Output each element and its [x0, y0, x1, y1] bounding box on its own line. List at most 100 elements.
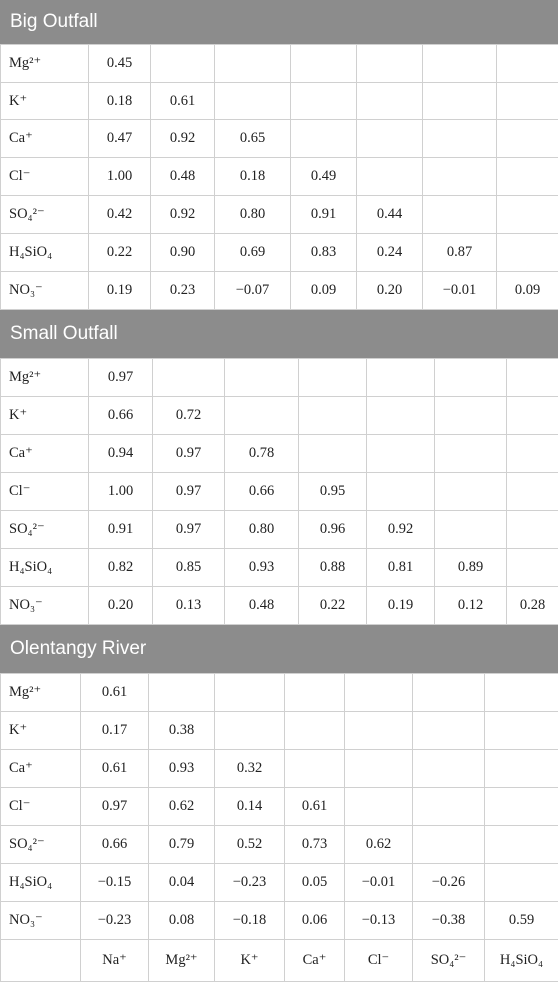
table-row: SO₄²⁻ 0.42 0.92 0.80 0.91 0.44: [0, 195, 558, 234]
table-cell: 0.18: [214, 157, 291, 196]
table-cell: [284, 673, 345, 712]
table-cell: −0.38: [412, 901, 485, 940]
table-olentangy-river: Mg²⁺ 0.61 K⁺ 0.17 0.38 Ca⁺ 0.61 0.93 0.32 Cl⁻ 0.97…: [0, 673, 558, 982]
column-header: K⁺: [214, 939, 285, 982]
table-cell: 0.89: [434, 548, 507, 587]
table-cell: 0.93: [224, 548, 299, 587]
table-cell: 0.61: [284, 787, 345, 826]
table-row: K⁺ 0.18 0.61: [0, 82, 558, 120]
table-cell: [412, 825, 485, 864]
table-cell: [344, 787, 413, 826]
table-cell: [356, 157, 423, 196]
table-cell: [344, 711, 413, 750]
table-cell: 0.97: [152, 510, 225, 549]
table-cell: [366, 434, 435, 473]
table-cell: −0.15: [80, 863, 149, 902]
row-label: NO₃⁻: [0, 586, 89, 625]
table-cell: [150, 44, 215, 83]
table-row: H₄SiO₄ −0.15 0.04 −0.23 0.05 −0.01 −0.26: [0, 863, 558, 902]
table-row: Cl⁻ 1.00 0.97 0.66 0.95: [0, 472, 558, 511]
row-label: K⁺: [0, 711, 81, 750]
row-label: Cl⁻: [0, 787, 81, 826]
table-cell: [484, 787, 558, 826]
table-cell: [506, 472, 558, 511]
table-cell: 0.14: [214, 787, 285, 826]
table-cell: 0.65: [214, 119, 291, 158]
row-label: H₄SiO₄: [0, 233, 89, 272]
table-cell: 0.24: [356, 233, 423, 272]
section-title: Big Outfall: [10, 11, 98, 32]
table-row: H₄SiO₄ 0.22 0.90 0.69 0.83 0.24 0.87: [0, 233, 558, 272]
row-label: NO₃⁻: [0, 271, 89, 310]
table-cell: 0.61: [150, 82, 215, 120]
table-cell: [356, 82, 423, 120]
column-header-row: Na⁺ Mg²⁺ K⁺ Ca⁺ Cl⁻ SO₄²⁻ H₄SiO₄: [0, 939, 558, 982]
table-cell: 0.66: [80, 825, 149, 864]
table-cell: [484, 749, 558, 788]
table-cell: 0.66: [224, 472, 299, 511]
table-cell: 0.20: [88, 586, 153, 625]
table-cell: 0.72: [152, 396, 225, 435]
row-label: H₄SiO₄: [0, 863, 81, 902]
table-row: NO₃⁻ 0.20 0.13 0.48 0.22 0.19 0.12 0.28: [0, 586, 558, 625]
row-label: Mg²⁺: [0, 44, 89, 83]
table-cell: 0.78: [224, 434, 299, 473]
row-label: SO₄²⁻: [0, 825, 81, 864]
table-cell: [214, 673, 285, 712]
table-cell: 0.38: [148, 711, 215, 750]
corner-cell: [0, 939, 81, 982]
table-cell: [422, 44, 497, 83]
table-cell: [506, 396, 558, 435]
table-cell: [412, 787, 485, 826]
table-cell: 0.28: [506, 586, 558, 625]
table-cell: [224, 358, 299, 397]
table-cell: 0.97: [152, 434, 225, 473]
table-cell: [366, 396, 435, 435]
table-cell: 0.04: [148, 863, 215, 902]
table-cell: 0.48: [224, 586, 299, 625]
table-cell: [412, 749, 485, 788]
table-cell: [284, 749, 345, 788]
row-label: Cl⁻: [0, 157, 89, 196]
table-row: Mg²⁺ 0.97: [0, 358, 558, 397]
table-cell: [412, 711, 485, 750]
row-label: NO₃⁻: [0, 901, 81, 940]
table-cell: [298, 358, 367, 397]
table-cell: 0.66: [88, 396, 153, 435]
section-header-big-outfall: Big Outfall: [0, 0, 558, 44]
table-cell: 0.22: [88, 233, 151, 272]
table-cell: [484, 673, 558, 712]
table-row: Mg²⁺ 0.45: [0, 44, 558, 83]
table-cell: [496, 82, 558, 120]
row-label: H₄SiO₄: [0, 548, 89, 587]
table-cell: [290, 82, 357, 120]
column-header: SO₄²⁻: [412, 939, 485, 982]
column-header: H₄SiO₄: [484, 939, 558, 982]
table-row: Ca⁺ 0.61 0.93 0.32: [0, 749, 558, 788]
section-header-olentangy-river: Olentangy River: [0, 625, 558, 673]
table-cell: [356, 119, 423, 158]
table-cell: 0.23: [150, 271, 215, 310]
section-header-small-outfall: Small Outfall: [0, 310, 558, 358]
table-cell: −0.23: [80, 901, 149, 940]
table-cell: 0.85: [152, 548, 225, 587]
table-cell: [214, 44, 291, 83]
section-title: Olentangy River: [10, 638, 147, 659]
table-cell: 1.00: [88, 472, 153, 511]
table-small-outfall: Mg²⁺ 0.97 K⁺ 0.66 0.72 Ca⁺ 0.94 0.97 0.78 Cl⁻ 1.00…: [0, 358, 558, 625]
table-cell: [506, 510, 558, 549]
table-cell: [496, 119, 558, 158]
table-cell: [434, 434, 507, 473]
table-cell: 0.92: [150, 119, 215, 158]
table-cell: [434, 358, 507, 397]
row-label: Mg²⁺: [0, 358, 89, 397]
table-cell: 0.18: [88, 82, 151, 120]
table-cell: 0.05: [284, 863, 345, 902]
table-cell: [290, 119, 357, 158]
table-cell: [214, 711, 285, 750]
table-cell: 0.94: [88, 434, 153, 473]
table-big-outfall: Mg²⁺ 0.45 K⁺ 0.18 0.61 Ca⁺ 0.47 0.92 0.65 Cl⁻ 1.00…: [0, 44, 558, 310]
table-cell: 0.61: [80, 673, 149, 712]
table-cell: [506, 548, 558, 587]
column-header: Cl⁻: [344, 939, 413, 982]
